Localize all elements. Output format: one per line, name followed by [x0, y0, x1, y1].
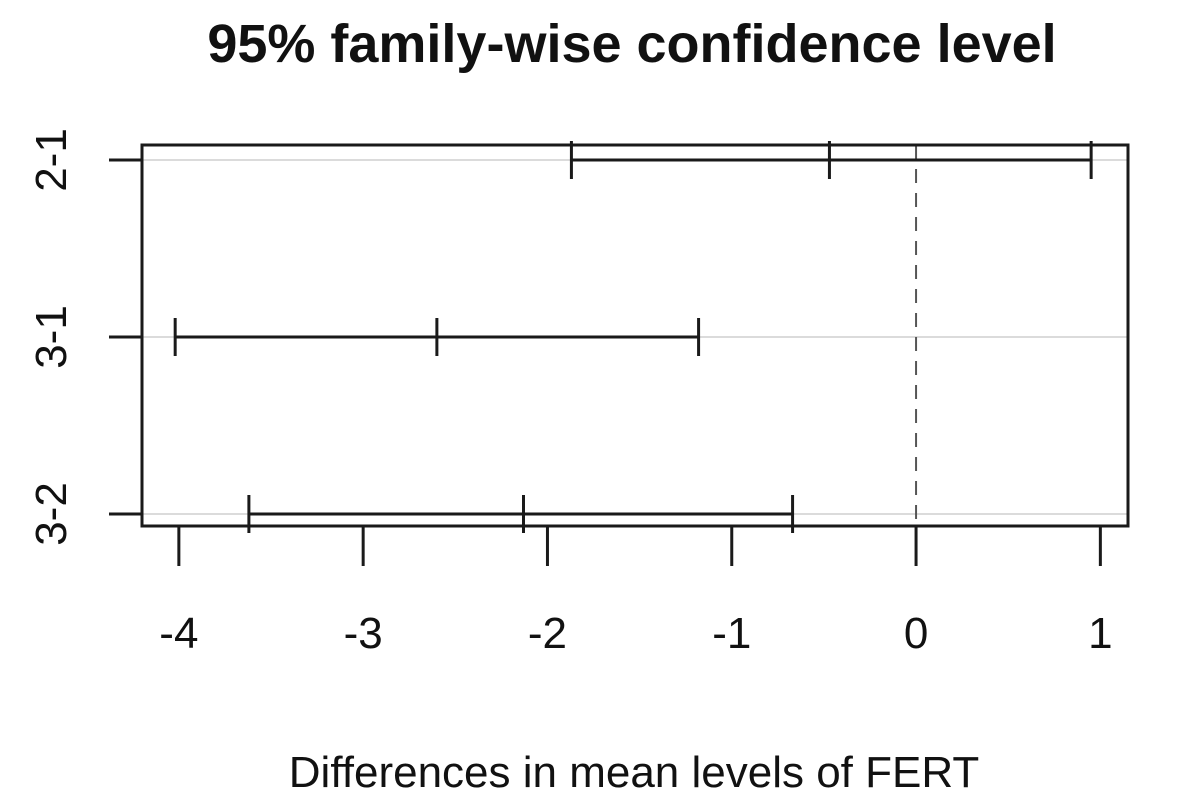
y-tick-label: 3-2	[27, 482, 76, 546]
x-tick-label: -1	[712, 609, 751, 658]
x-tick-label: -4	[159, 609, 198, 658]
interval-3-1	[173, 318, 701, 356]
x-tick-label: -2	[528, 609, 567, 658]
y-axis: 2-1 3-1 3-2	[27, 128, 142, 546]
x-axis-label: Differences in mean levels of FERT	[289, 748, 979, 797]
confidence-intervals	[173, 141, 1093, 533]
x-tick-label: 1	[1088, 609, 1112, 658]
interval-2-1	[569, 141, 1093, 179]
y-tick-label: 2-1	[27, 128, 76, 192]
chart-title: 95% family-wise confidence level	[207, 14, 1056, 74]
x-tick-label: -3	[344, 609, 383, 658]
x-axis: -4 -3 -2 -1 0 1	[159, 524, 1113, 658]
x-tick-label: 0	[904, 609, 928, 658]
y-tick-label: 3-1	[27, 305, 76, 369]
